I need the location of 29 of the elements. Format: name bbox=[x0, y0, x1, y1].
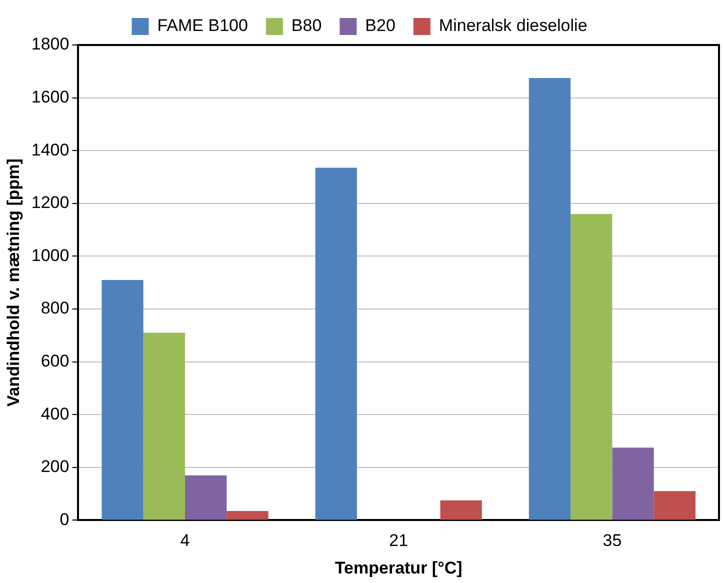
y-tick-label: 800 bbox=[40, 298, 70, 318]
legend-label: FAME B100 bbox=[157, 16, 248, 36]
y-tick-label: 1200 bbox=[31, 193, 70, 212]
x-tick-label: 35 bbox=[602, 531, 622, 550]
y-tick-label: 1800 bbox=[31, 34, 70, 54]
bar bbox=[440, 500, 482, 520]
y-tick-label: 1600 bbox=[31, 87, 70, 106]
bar bbox=[226, 510, 268, 520]
bar bbox=[612, 448, 654, 520]
bar bbox=[570, 214, 612, 520]
y-tick-label: 0 bbox=[60, 510, 70, 529]
legend-label: B20 bbox=[365, 16, 396, 36]
x-tick-label: 21 bbox=[389, 531, 408, 550]
y-tick-label: 400 bbox=[40, 404, 70, 424]
y-tick-label: 200 bbox=[40, 457, 70, 476]
y-tick-label: 600 bbox=[40, 351, 70, 370]
y-tick-label: 1000 bbox=[31, 246, 70, 265]
y-tick-label: 1400 bbox=[31, 140, 70, 160]
legend-label: Mineralsk dieselolie bbox=[438, 16, 588, 36]
bar bbox=[315, 168, 357, 520]
bar bbox=[102, 280, 144, 520]
bar bbox=[528, 78, 571, 520]
bar bbox=[654, 491, 696, 520]
x-tick-label: 4 bbox=[180, 531, 190, 550]
x-axis-title: Temperatur [°C] bbox=[334, 558, 462, 578]
y-axis-title: Vandindhold v. mætning [ppm] bbox=[4, 158, 23, 407]
bar bbox=[185, 475, 227, 520]
bar bbox=[143, 332, 186, 520]
legend-label: B80 bbox=[291, 16, 322, 36]
